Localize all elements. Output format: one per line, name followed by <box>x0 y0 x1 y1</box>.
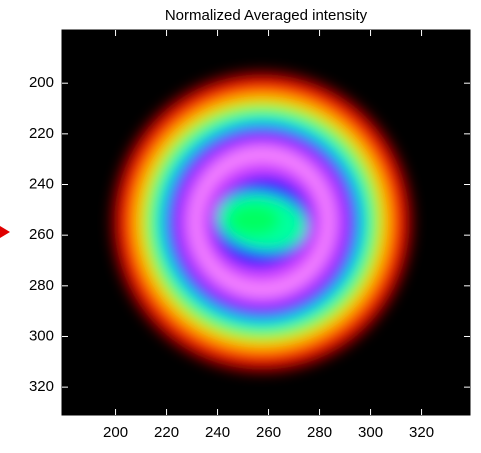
x-tick-label: 280 <box>307 424 332 441</box>
x-tick-label: 260 <box>256 424 281 441</box>
y-tick-label: 320 <box>29 378 54 395</box>
x-tick-label: 200 <box>103 424 128 441</box>
x-tick-label: 300 <box>358 424 383 441</box>
y-tick-label: 260 <box>29 226 54 243</box>
y-tick-label: 200 <box>29 74 54 91</box>
x-tick-label: 320 <box>409 424 434 441</box>
y-tick-label: 220 <box>29 125 54 142</box>
plot-frame <box>61 29 471 416</box>
intensity-image <box>112 72 412 372</box>
x-tick-label: 220 <box>154 424 179 441</box>
x-tick-label: 240 <box>205 424 230 441</box>
marker-arrow <box>0 226 10 238</box>
y-tick-label: 300 <box>29 327 54 344</box>
y-tick-label: 240 <box>29 175 54 192</box>
y-tick-label: 280 <box>29 277 54 294</box>
chart-title: Normalized Averaged intensity <box>165 7 368 24</box>
